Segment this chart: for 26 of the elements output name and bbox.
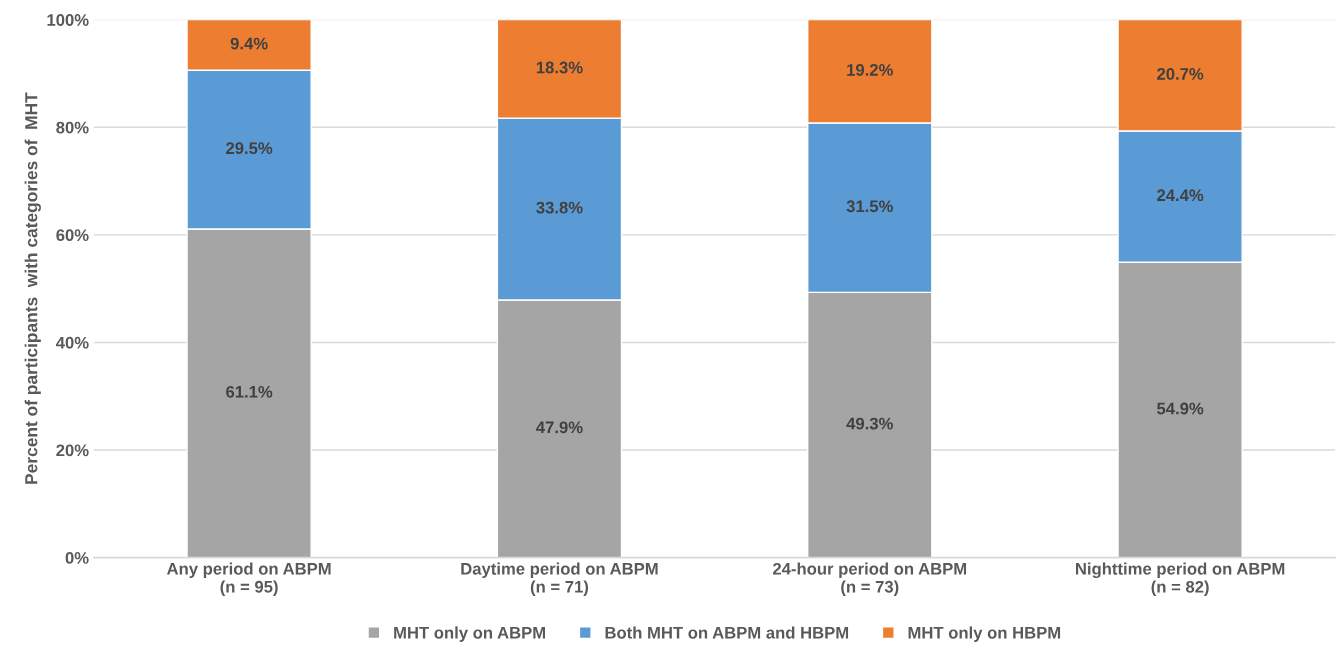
data-label: 47.9%: [536, 421, 583, 434]
data-label: 20.7%: [1157, 68, 1204, 80]
y-axis-title: Percent of participants with categories of MHT: [24, 92, 41, 484]
legend-label: MHT only on ABPM: [394, 626, 546, 642]
x-tick-label: 24-hour period on ABPM (n = 73): [772, 562, 967, 596]
x-tick-label: Any period on ABPM (n = 95): [166, 562, 331, 596]
y-tick-label: 100%: [47, 14, 89, 26]
data-label: 9.4%: [230, 37, 268, 50]
y-tick-label: 60%: [56, 229, 89, 242]
x-tick-label: Nighttime period on ABPM (n = 82): [1076, 562, 1285, 597]
y-tick-label: 0%: [65, 552, 89, 564]
data-label: 24.4%: [1157, 189, 1204, 202]
data-label: 54.9%: [1157, 402, 1204, 415]
legend-label: Both MHT on ABPM and HBPM: [605, 626, 849, 639]
data-label: 61.1%: [226, 385, 273, 398]
y-tick-label: 20%: [56, 444, 89, 457]
data-label: 29.5%: [226, 142, 273, 155]
x-tick-label: Daytime period on ABPM (n = 71): [461, 562, 658, 596]
data-label: 31.5%: [846, 200, 893, 213]
data-label: 18.3%: [536, 61, 583, 74]
y-tick-label: 40%: [55, 336, 89, 349]
y-tick-label: 80%: [56, 121, 89, 134]
data-label: 19.2%: [847, 63, 893, 76]
data-label: 33.8%: [536, 201, 583, 214]
legend-label: MHT only on HBPM: [908, 626, 1061, 642]
data-label: 49.3%: [846, 417, 893, 430]
